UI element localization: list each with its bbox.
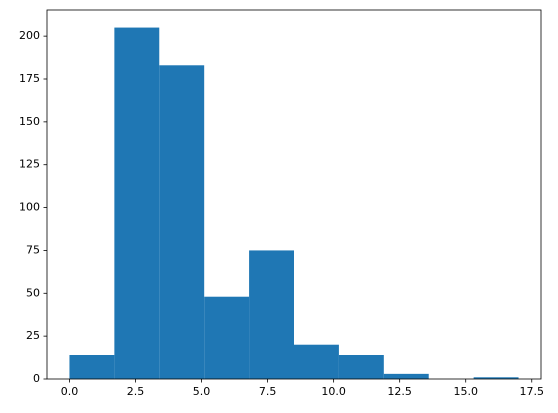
bar bbox=[338, 355, 384, 379]
y-tick-label: 100 bbox=[19, 201, 40, 214]
x-tick-label: 10.0 bbox=[321, 385, 346, 398]
x-tick-label: 12.5 bbox=[387, 385, 412, 398]
bar bbox=[204, 296, 250, 379]
y-tick-label: 0 bbox=[33, 372, 40, 385]
bar bbox=[473, 377, 519, 379]
y-tick-label: 25 bbox=[26, 329, 40, 342]
y-tick-label: 200 bbox=[19, 29, 40, 42]
bar bbox=[383, 373, 429, 379]
y-tick-label: 50 bbox=[26, 286, 40, 299]
x-tick-label: 17.5 bbox=[520, 385, 545, 398]
y-tick-label: 175 bbox=[19, 72, 40, 85]
plot-frame bbox=[46, 9, 542, 380]
bar bbox=[69, 355, 115, 379]
x-tick-label: 5.0 bbox=[193, 385, 211, 398]
x-tick-label: 7.5 bbox=[259, 385, 277, 398]
x-tick-label: 2.5 bbox=[127, 385, 145, 398]
x-tick-label: 0.0 bbox=[61, 385, 79, 398]
bar bbox=[294, 344, 339, 379]
bar bbox=[114, 27, 160, 379]
y-tick-label: 150 bbox=[19, 115, 40, 128]
y-tick-label: 125 bbox=[19, 158, 40, 171]
y-tick-label: 75 bbox=[26, 243, 40, 256]
bar bbox=[249, 250, 294, 379]
x-tick-label: 15.0 bbox=[453, 385, 478, 398]
bar bbox=[159, 65, 205, 380]
